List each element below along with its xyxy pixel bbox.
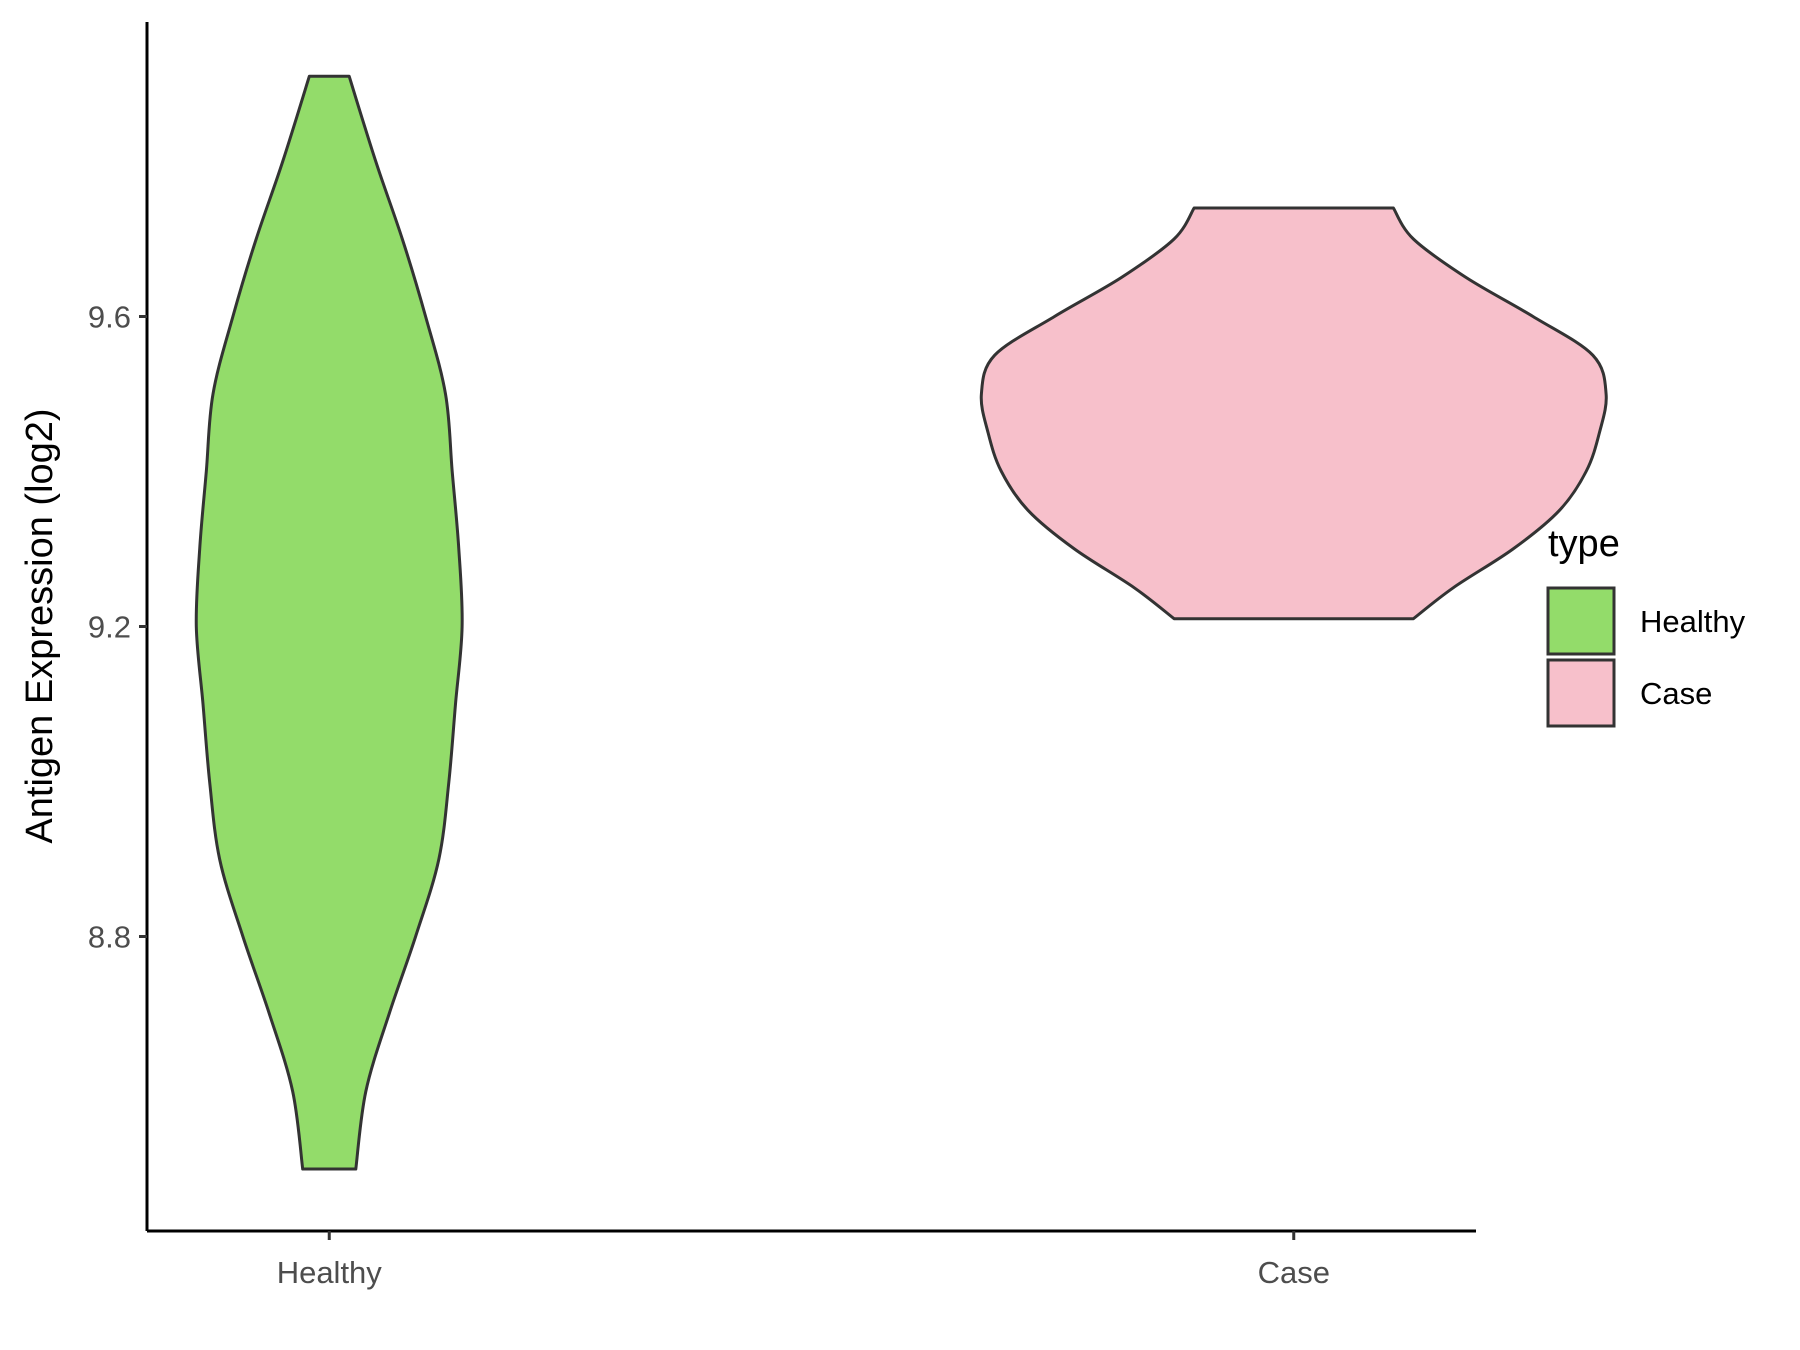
legend-swatch-case <box>1546 658 1616 728</box>
violin-healthy <box>194 74 464 1171</box>
x-tick-label: Case <box>1258 1255 1330 1290</box>
y-tick-label: 9.2 <box>88 610 131 645</box>
legend-title: type <box>1548 523 1620 565</box>
y-axis-title: Antigen Expression (log2) <box>19 408 61 843</box>
legend-entries: Healthy Case <box>1546 586 1746 728</box>
x-axis-ticks: Healthy Case <box>277 1231 1330 1290</box>
legend-label-healthy: Healthy <box>1640 604 1746 639</box>
legend-label-case: Case <box>1640 676 1712 711</box>
y-tick-label: 8.8 <box>88 920 131 955</box>
y-axis-ticks: 8.8 9.2 9.6 <box>88 300 147 955</box>
legend-swatch-healthy <box>1546 586 1616 656</box>
x-tick-label: Healthy <box>277 1255 383 1290</box>
y-tick-label: 9.6 <box>88 300 131 335</box>
violin-layer <box>194 74 1608 1171</box>
violin-case <box>979 206 1608 621</box>
legend: type Healthy Case <box>1546 523 1746 728</box>
